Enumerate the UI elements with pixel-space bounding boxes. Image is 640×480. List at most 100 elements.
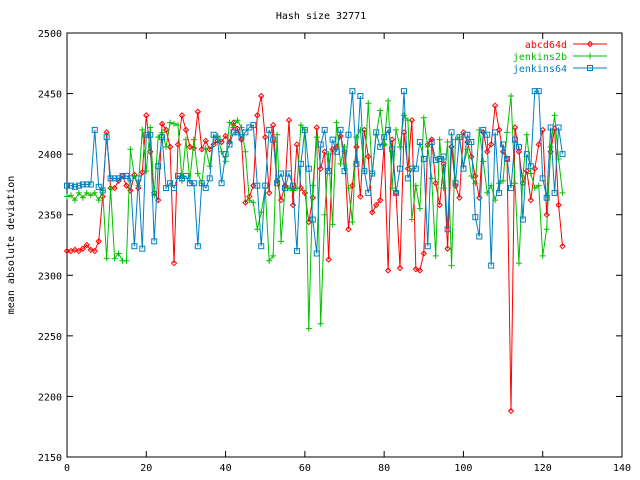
data-point [436, 136, 443, 143]
data-point [404, 175, 411, 182]
series-jenkins2b [64, 92, 566, 332]
data-point [440, 153, 447, 160]
data-point [206, 175, 213, 182]
data-point [341, 168, 348, 175]
data-point [103, 134, 110, 141]
data-point [163, 143, 170, 150]
data-point [365, 100, 372, 107]
data-point [91, 247, 98, 255]
data-point [384, 267, 392, 274]
data-point [254, 182, 261, 189]
data-point [428, 139, 435, 146]
data-point [349, 218, 356, 225]
data-point [408, 216, 415, 223]
data-point [127, 146, 134, 153]
data-point [488, 262, 495, 269]
data-point [436, 201, 443, 209]
data-point [123, 257, 130, 264]
data-point [527, 163, 534, 170]
data-point [432, 180, 439, 187]
data-point [420, 250, 427, 257]
legend-swatch-marker [586, 40, 594, 48]
data-point [397, 165, 403, 172]
data-point [412, 266, 420, 273]
data-point [313, 124, 320, 131]
data-point [71, 246, 79, 254]
data-point [507, 407, 515, 415]
series-line [67, 90, 564, 266]
data-point [329, 221, 336, 228]
data-point [365, 153, 372, 160]
data-point [357, 92, 364, 99]
data-point [404, 117, 411, 124]
data-point [258, 243, 265, 250]
data-point [539, 175, 546, 182]
data-point [250, 122, 257, 129]
series-abcd64d [63, 92, 566, 415]
data-point [270, 252, 277, 259]
data-point [278, 170, 285, 177]
data-point [155, 163, 162, 170]
x-tick-label: 100 [454, 463, 472, 474]
data-point [190, 180, 197, 187]
y-axis-label: mean absolute deviation [6, 176, 17, 314]
data-point [408, 117, 416, 124]
data-point [484, 131, 491, 138]
data-point [396, 264, 404, 272]
data-point [468, 139, 475, 146]
data-point [555, 124, 562, 131]
series-jenkins64 [64, 88, 566, 269]
data-point [523, 131, 530, 138]
data-point [432, 252, 439, 259]
data-point [369, 170, 376, 177]
data-point [393, 126, 400, 133]
data-point [293, 141, 301, 148]
data-point [329, 146, 336, 153]
y-tick-label: 2400 [38, 150, 62, 161]
data-point [107, 175, 114, 182]
legend-swatch-marker [587, 65, 593, 71]
data-point [337, 160, 344, 167]
data-point [194, 108, 202, 115]
data-point [385, 97, 392, 104]
legend-label: abcd64d [525, 40, 567, 51]
data-point [83, 189, 90, 196]
data-point [258, 92, 265, 100]
data-point [254, 226, 261, 233]
y-tick-label: 2150 [38, 453, 62, 464]
data-point [428, 175, 435, 182]
data-point [389, 146, 396, 153]
data-point [456, 194, 463, 201]
data-point [71, 197, 78, 204]
data-point [559, 243, 566, 250]
data-point [262, 182, 269, 189]
data-point [317, 141, 324, 148]
data-point [504, 129, 511, 136]
data-point [511, 136, 518, 143]
data-point [500, 177, 507, 184]
data-point [337, 126, 344, 133]
data-point [79, 194, 86, 201]
data-point [182, 126, 190, 134]
data-point [111, 184, 118, 192]
data-point [424, 143, 431, 150]
data-point [531, 88, 538, 95]
data-point [416, 267, 424, 274]
data-point [218, 180, 225, 187]
data-point [504, 155, 511, 162]
data-point [539, 252, 546, 259]
data-point [547, 124, 554, 131]
data-point [416, 139, 423, 146]
data-point [139, 245, 146, 252]
data-point [71, 183, 78, 190]
data-point [250, 199, 257, 206]
data-point [135, 175, 142, 182]
data-point [495, 126, 503, 134]
legend-label: jenkins64 [513, 64, 567, 75]
data-point [385, 126, 392, 133]
data-point [508, 92, 514, 99]
data-point [95, 238, 102, 245]
data-point [337, 132, 344, 140]
data-point [166, 143, 174, 151]
